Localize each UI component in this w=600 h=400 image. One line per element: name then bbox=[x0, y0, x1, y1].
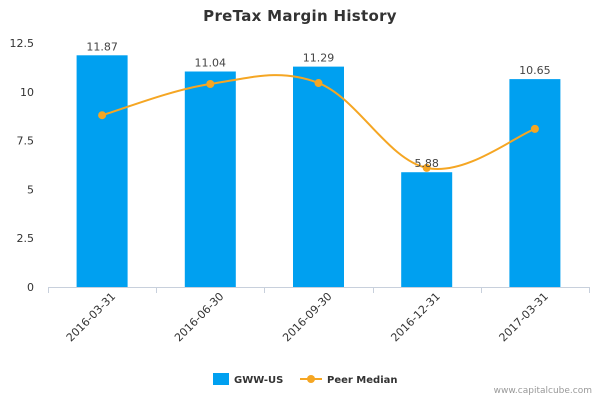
watermark-text: www.capitalcube.com bbox=[494, 386, 592, 396]
x-tick-label: 2016-03-31 bbox=[64, 290, 118, 344]
legend-label-gww-us: GWW-US bbox=[234, 375, 283, 386]
bar bbox=[509, 79, 561, 287]
peer-median-point bbox=[314, 79, 323, 88]
data-label: 11.04 bbox=[195, 56, 227, 69]
y-tick-label: 2.5 bbox=[17, 232, 35, 245]
bar bbox=[184, 71, 236, 287]
bar bbox=[76, 55, 128, 287]
y-tick-label: 0 bbox=[27, 281, 34, 294]
x-tick-label: 2016-12-31 bbox=[388, 290, 442, 344]
peer-median-point bbox=[422, 163, 431, 172]
y-tick-label: 10 bbox=[20, 86, 34, 99]
peer-median-point bbox=[98, 111, 107, 120]
peer-median-point bbox=[530, 124, 539, 133]
bar bbox=[293, 66, 344, 287]
data-label: 11.29 bbox=[303, 52, 335, 65]
legend-swatch-gww-us bbox=[213, 373, 229, 385]
legend-marker-peer-median bbox=[307, 375, 315, 383]
x-tick-label: 2016-09-30 bbox=[280, 290, 334, 344]
legend: GWW-US Peer Median bbox=[213, 373, 398, 386]
data-label: 11.87 bbox=[86, 40, 118, 53]
x-tick-label: 2017-03-31 bbox=[497, 290, 551, 344]
data-labels: 11.87 11.04 11.29 5.88 10.65 bbox=[86, 40, 550, 170]
peer-median-point bbox=[206, 79, 215, 88]
y-tick-label: 7.5 bbox=[17, 135, 35, 148]
bar-series-gww-us bbox=[76, 55, 561, 287]
data-label: 10.65 bbox=[519, 64, 551, 77]
y-tick-label: 12.5 bbox=[10, 37, 35, 50]
chart-title: PreTax Margin History bbox=[203, 7, 397, 25]
data-label: 5.88 bbox=[414, 157, 439, 170]
legend-label-peer-median: Peer Median bbox=[327, 375, 398, 386]
y-tick-label: 5 bbox=[27, 183, 34, 196]
x-tick-label: 2016-06-30 bbox=[172, 290, 226, 344]
bar bbox=[401, 172, 453, 287]
line-series-peer-median bbox=[98, 74, 539, 172]
peer-median-line bbox=[101, 74, 536, 171]
